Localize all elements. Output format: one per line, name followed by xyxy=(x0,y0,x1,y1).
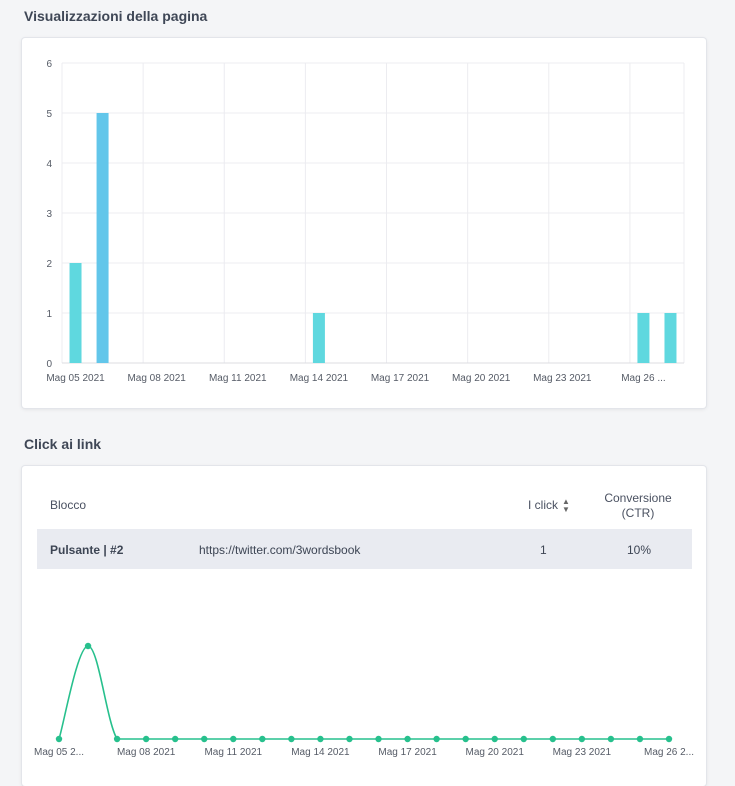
x-tick-label: Mag 14 2021 xyxy=(291,747,350,758)
data-point xyxy=(665,735,673,743)
x-tick-label: Mag 23 2021 xyxy=(533,373,592,384)
clicks-card: Blocco I click ▲ ▼ Conversione (CTR) Pulsa… xyxy=(22,466,706,786)
x-tick-label: Mag 08 2021 xyxy=(117,747,176,758)
row-url[interactable]: https://twitter.com/3wordsbook xyxy=(199,543,361,557)
bar xyxy=(664,313,677,363)
data-point xyxy=(317,735,324,743)
data-point xyxy=(259,735,266,743)
row-ctr: 10% xyxy=(627,543,652,557)
data-point xyxy=(375,735,382,743)
data-point xyxy=(201,735,208,743)
row-block-name: Pulsante | #2 xyxy=(50,543,124,557)
data-point xyxy=(288,735,295,743)
y-tick-label: 5 xyxy=(46,109,52,120)
clicks-line-chart: Mag 05 2... Mag 08 2021 Mag 11 2021 Mag 14 … xyxy=(34,642,694,758)
y-tick-label: 2 xyxy=(46,259,52,270)
views-chart-card: 0 1 2 3 4 5 6 Mag 05 2021 Mag 08 2021 Mag 11 2021… xyxy=(22,38,706,408)
column-header-clicks[interactable]: I click ▲ ▼ xyxy=(528,498,570,514)
data-point xyxy=(171,735,179,743)
data-point xyxy=(549,735,557,743)
data-point xyxy=(607,735,615,743)
data-point xyxy=(346,735,353,743)
views-section-title: Visualizzazioni della pagina xyxy=(24,8,208,24)
data-point xyxy=(113,735,121,743)
data-point xyxy=(520,735,527,743)
x-tick-label: Mag 11 2021 xyxy=(204,747,262,758)
data-point xyxy=(230,735,237,743)
bar xyxy=(96,113,109,363)
data-point xyxy=(462,735,469,743)
clicks-table-header: Blocco I click ▲ ▼ Conversione (CTR) xyxy=(22,466,706,528)
sort-icon[interactable]: ▲ ▼ xyxy=(562,497,570,514)
y-tick-label: 1 xyxy=(46,309,52,320)
column-header-block: Blocco xyxy=(50,498,87,512)
views-bar-chart: 0 1 2 3 4 5 6 Mag 05 2021 Mag 08 2021 Mag 11 2021… xyxy=(46,59,685,384)
data-point xyxy=(433,735,440,743)
x-tick-label: Mag 23 2021 xyxy=(553,747,612,758)
data-point xyxy=(578,735,586,743)
x-tick-label: Mag 26 ... xyxy=(621,373,665,384)
bar xyxy=(312,313,325,363)
x-tick-label: Mag 17 2021 xyxy=(371,373,430,384)
data-point xyxy=(84,642,92,650)
data-point xyxy=(491,735,498,743)
x-tick-label: Mag 05 2... xyxy=(34,747,84,758)
column-header-conversion-line2: (CTR) xyxy=(621,506,655,520)
column-header-clicks-label: I click xyxy=(528,498,558,513)
x-tick-label: Mag 14 2021 xyxy=(290,373,349,384)
data-point xyxy=(404,735,411,743)
y-tick-label: 0 xyxy=(46,359,52,370)
y-tick-label: 6 xyxy=(46,59,52,70)
x-tick-label: Mag 20 2021 xyxy=(466,747,525,758)
x-tick-label: Mag 17 2021 xyxy=(378,747,437,758)
bar xyxy=(69,263,82,363)
table-row[interactable]: Pulsante | #2 https://twitter.com/3words… xyxy=(37,529,692,569)
x-tick-label: Mag 05 2021 xyxy=(46,373,105,384)
data-point xyxy=(55,735,63,743)
y-tick-label: 4 xyxy=(46,159,52,170)
x-tick-label: Mag 08 2021 xyxy=(127,373,186,384)
column-header-conversion-line1: Conversione xyxy=(604,491,672,505)
data-point xyxy=(636,735,644,743)
x-tick-label: Mag 26 2... xyxy=(644,747,694,758)
y-tick-label: 3 xyxy=(46,209,52,220)
bar xyxy=(637,313,650,363)
x-tick-label: Mag 20 2021 xyxy=(452,373,511,384)
data-point xyxy=(142,735,150,743)
column-header-conversion: Conversione (CTR) xyxy=(594,491,682,521)
clicks-series-line xyxy=(58,645,669,740)
row-clicks: 1 xyxy=(540,543,547,557)
x-tick-label: Mag 11 2021 xyxy=(209,373,267,384)
clicks-section-title: Click ai link xyxy=(24,436,102,452)
